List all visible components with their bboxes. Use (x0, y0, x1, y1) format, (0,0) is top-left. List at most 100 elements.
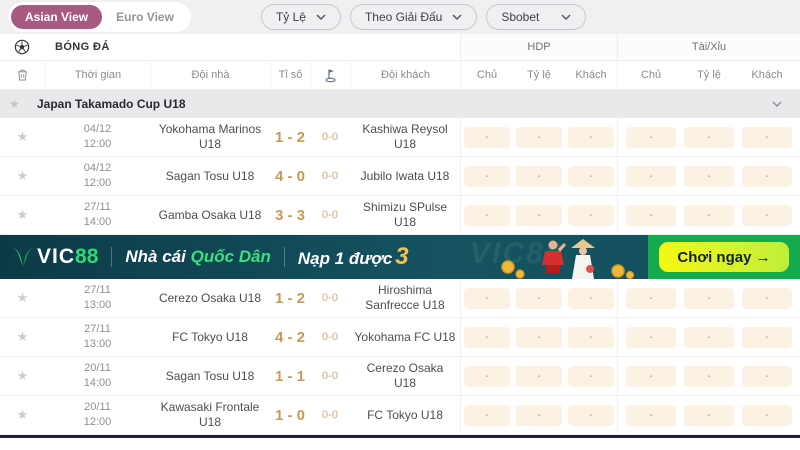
favorite-star-icon[interactable]: ★ (16, 368, 29, 383)
column-header-row: Thời gian Đội nhà Tỉ số Đội khách Chủ Tỷ… (0, 61, 800, 90)
league-favorite-star-icon[interactable]: ★ (9, 97, 20, 111)
hdp-odds-group: - - - (460, 318, 617, 356)
odds-cell-ou-away[interactable]: - (742, 404, 792, 426)
match-row[interactable]: ★ 20/11 14:00 Sagan Tosu U18 1 - 1 0-0 C… (0, 357, 800, 396)
odds-cell-ou-away[interactable]: - (742, 204, 792, 226)
odds-cell-ou-home[interactable]: - (626, 126, 676, 148)
match-time: 14:00 (83, 377, 112, 389)
odds-cell-hdp-rate[interactable]: - (516, 287, 562, 309)
market-ou-label: Tài/Xỉu (617, 34, 800, 60)
favorite-star-icon[interactable]: ★ (16, 168, 29, 183)
hdp-odds-group: - - - (460, 279, 617, 317)
odds-cell-ou-away[interactable]: - (742, 126, 792, 148)
odds-cell-ou-rate[interactable]: - (684, 365, 734, 387)
view-toggle: Asian View Euro View (8, 2, 191, 32)
odds-cell-ou-away[interactable]: - (742, 326, 792, 348)
away-team-name: Jubilo Iwata U18 (360, 168, 450, 183)
favorite-star-icon[interactable]: ★ (16, 129, 29, 144)
by-league-label: Theo Giải Đấu (364, 10, 443, 24)
league-header[interactable]: ★ Japan Takamado Cup U18 (0, 90, 800, 118)
hdp-odds-group: - - - (460, 196, 617, 234)
vic88-leaf-icon (13, 248, 33, 266)
match-date: 04/12 (83, 162, 112, 175)
odds-cell-hdp-rate[interactable]: - (516, 165, 562, 187)
odds-cell-hdp-rate[interactable]: - (516, 126, 562, 148)
corner-flag-icon (324, 69, 336, 82)
favorite-star-icon[interactable]: ★ (16, 290, 29, 305)
odds-cell-hdp-away[interactable]: - (568, 126, 614, 148)
odds-cell-hdp-rate[interactable]: - (516, 404, 562, 426)
favorite-star-icon[interactable]: ★ (16, 329, 29, 344)
trash-icon[interactable] (16, 68, 29, 82)
odds-cell-ou-rate[interactable]: - (684, 287, 734, 309)
match-row[interactable]: ★ 27/11 13:00 FC Tokyo U18 4 - 2 0-0 Yok… (0, 318, 800, 357)
odds-cell-hdp-rate[interactable]: - (516, 204, 562, 226)
tab-asian-view[interactable]: Asian View (11, 5, 103, 29)
odds-cell-hdp-home[interactable]: - (464, 404, 510, 426)
match-row[interactable]: ★ 27/11 13:00 Cerezo Osaka U18 1 - 2 0-0… (0, 279, 800, 318)
odds-cell-ou-rate[interactable]: - (684, 326, 734, 348)
odds-cell-hdp-away[interactable]: - (568, 404, 614, 426)
ou-subcolumns: Chủ Tỷ lệ Khách (617, 61, 800, 89)
odds-cell-hdp-rate[interactable]: - (516, 326, 562, 348)
odds-cell-hdp-home[interactable]: - (464, 326, 510, 348)
match-row[interactable]: ★ 04/12 12:00 Yokohama Marinos U18 1 - 2… (0, 118, 800, 157)
odds-cell-hdp-away[interactable]: - (568, 326, 614, 348)
odds-cell-ou-home[interactable]: - (626, 326, 676, 348)
odds-cell-ou-rate[interactable]: - (684, 126, 734, 148)
sport-title: BÓNG ĐÁ (55, 41, 110, 53)
market-hdp-label: HDP (460, 34, 617, 60)
odds-type-dropdown[interactable]: Tỷ Lệ (260, 4, 341, 30)
odds-cell-ou-rate[interactable]: - (684, 165, 734, 187)
match-time: 13:00 (83, 338, 112, 350)
match-row[interactable]: ★ 27/11 14:00 Gamba Osaka U18 3 - 3 0-0 … (0, 196, 800, 235)
away-team-name: Shimizu SPulse U18 (362, 200, 448, 229)
hdp-odds-group: - - - (460, 357, 617, 395)
favorite-star-icon[interactable]: ★ (16, 207, 29, 222)
odds-cell-hdp-rate[interactable]: - (516, 365, 562, 387)
home-team-name: FC Tokyo U18 (172, 329, 248, 344)
col-hdp-rate: Tỷ lệ (527, 69, 551, 81)
odds-cell-ou-rate[interactable]: - (684, 204, 734, 226)
col-ou-rate: Tỷ lệ (697, 69, 721, 81)
odds-cell-hdp-away[interactable]: - (568, 204, 614, 226)
odds-cell-ou-rate[interactable]: - (684, 404, 734, 426)
odds-cell-hdp-away[interactable]: - (568, 165, 614, 187)
odds-cell-hdp-away[interactable]: - (568, 365, 614, 387)
odds-cell-hdp-away[interactable]: - (568, 287, 614, 309)
odds-cell-ou-home[interactable]: - (626, 287, 676, 309)
odds-cell-ou-away[interactable]: - (742, 165, 792, 187)
odds-cell-ou-away[interactable]: - (742, 365, 792, 387)
odds-cell-hdp-home[interactable]: - (464, 126, 510, 148)
full-time-score: 1 - 0 (274, 406, 305, 424)
odds-cell-hdp-home[interactable]: - (464, 165, 510, 187)
odds-cell-ou-away[interactable]: - (742, 287, 792, 309)
match-row[interactable]: ★ 20/11 12:00 Kawasaki Frontale U18 1 - … (0, 396, 800, 435)
odds-cell-hdp-home[interactable]: - (464, 204, 510, 226)
home-team-name: Sagan Tosu U18 (165, 168, 255, 183)
tab-euro-view[interactable]: Euro View (116, 10, 174, 24)
odds-cell-ou-home[interactable]: - (626, 365, 676, 387)
odds-cell-hdp-home[interactable]: - (464, 287, 510, 309)
odds-cell-ou-home[interactable]: - (626, 204, 676, 226)
odds-cell-hdp-home[interactable]: - (464, 365, 510, 387)
away-team-name: Hiroshima Sanfrecce U18 (365, 283, 445, 312)
match-rows: ★ 04/12 12:00 Yokohama Marinos U18 1 - 2… (0, 118, 800, 435)
hdp-odds-group: - - - (460, 118, 617, 156)
by-league-dropdown[interactable]: Theo Giải Đấu (349, 4, 478, 30)
col-time: Thời gian (45, 61, 150, 89)
collapse-chevron-icon[interactable] (772, 101, 782, 107)
banner-divider (283, 247, 285, 267)
promo-banner[interactable]: VIC88 VIC 88 Nhà cái Quốc Dân Nạp 1 được 3 (0, 235, 800, 279)
away-team-name: Cerezo Osaka U18 (366, 361, 444, 390)
play-now-button[interactable]: Chơi ngay → (659, 242, 789, 272)
col-score: Tỉ số (270, 61, 310, 89)
favorite-star-icon[interactable]: ★ (16, 407, 29, 422)
half-time-score: 0-0 (322, 209, 338, 221)
odds-cell-ou-home[interactable]: - (626, 165, 676, 187)
col-ou-away: Khách (751, 69, 783, 81)
match-row[interactable]: ★ 04/12 12:00 Sagan Tosu U18 4 - 0 0-0 J… (0, 157, 800, 196)
brand-name: VIC (37, 245, 76, 268)
provider-dropdown[interactable]: Sbobet (486, 4, 587, 30)
odds-cell-ou-home[interactable]: - (626, 404, 676, 426)
